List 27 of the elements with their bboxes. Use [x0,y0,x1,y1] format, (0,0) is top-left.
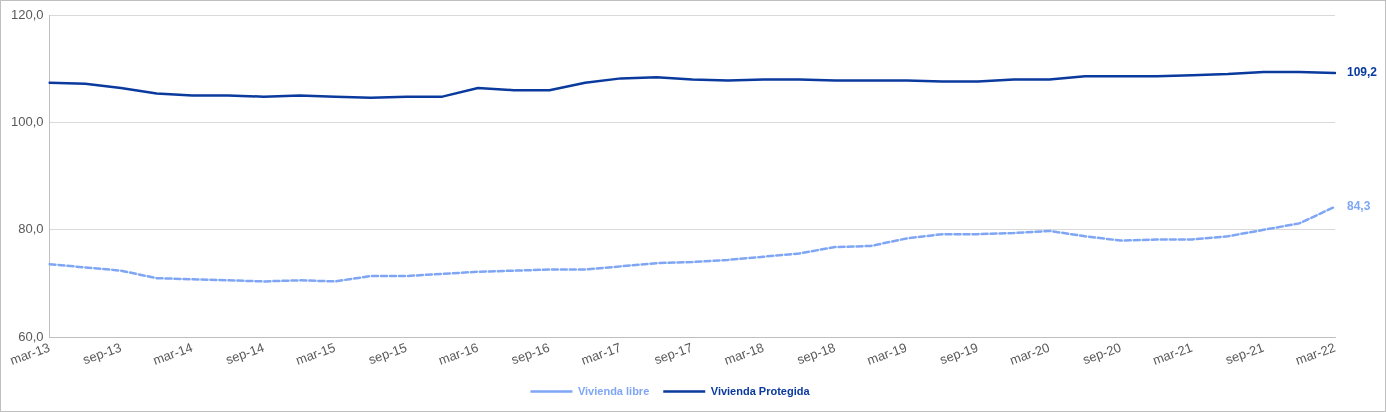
x-tick-label: sep-14 [223,339,267,368]
x-tick-label: mar-19 [864,339,909,368]
x-tick-label: mar-16 [436,339,481,368]
y-tick-label: 60,0 [18,328,44,344]
x-tick-label: sep-20 [1080,339,1124,368]
x-tick-label: sep-15 [366,339,409,368]
x-tick-label: sep-21 [1223,339,1266,368]
x-tick-label: mar-21 [1150,339,1195,368]
y-tick-label: 120,0 [10,6,44,22]
x-tick-label: sep-16 [509,339,552,368]
line-series [48,205,1337,283]
x-tick-label: sep-17 [652,339,695,368]
x-tick-label: sep-19 [937,339,981,368]
x-tick-label: mar-20 [1007,339,1052,368]
annotation: 84,3 [1347,199,1371,214]
x-tick-label: mar-14 [150,339,195,368]
x-tick-label: mar-18 [722,339,766,368]
annotation: 109,2 [1347,65,1378,80]
legend-label: Vivienda libre [577,384,650,397]
x-tick-label: mar-22 [1293,339,1338,368]
x-tick-label: sep-18 [794,339,838,368]
x-tick-label: sep-13 [80,339,124,368]
y-tick-label: 100,0 [10,114,44,129]
legend-label: Vivienda Protegida [710,384,811,397]
x-tick-label: mar-15 [293,339,338,368]
y-tick-label: 80,0 [18,221,44,237]
x-tick-label: mar-17 [579,339,624,368]
